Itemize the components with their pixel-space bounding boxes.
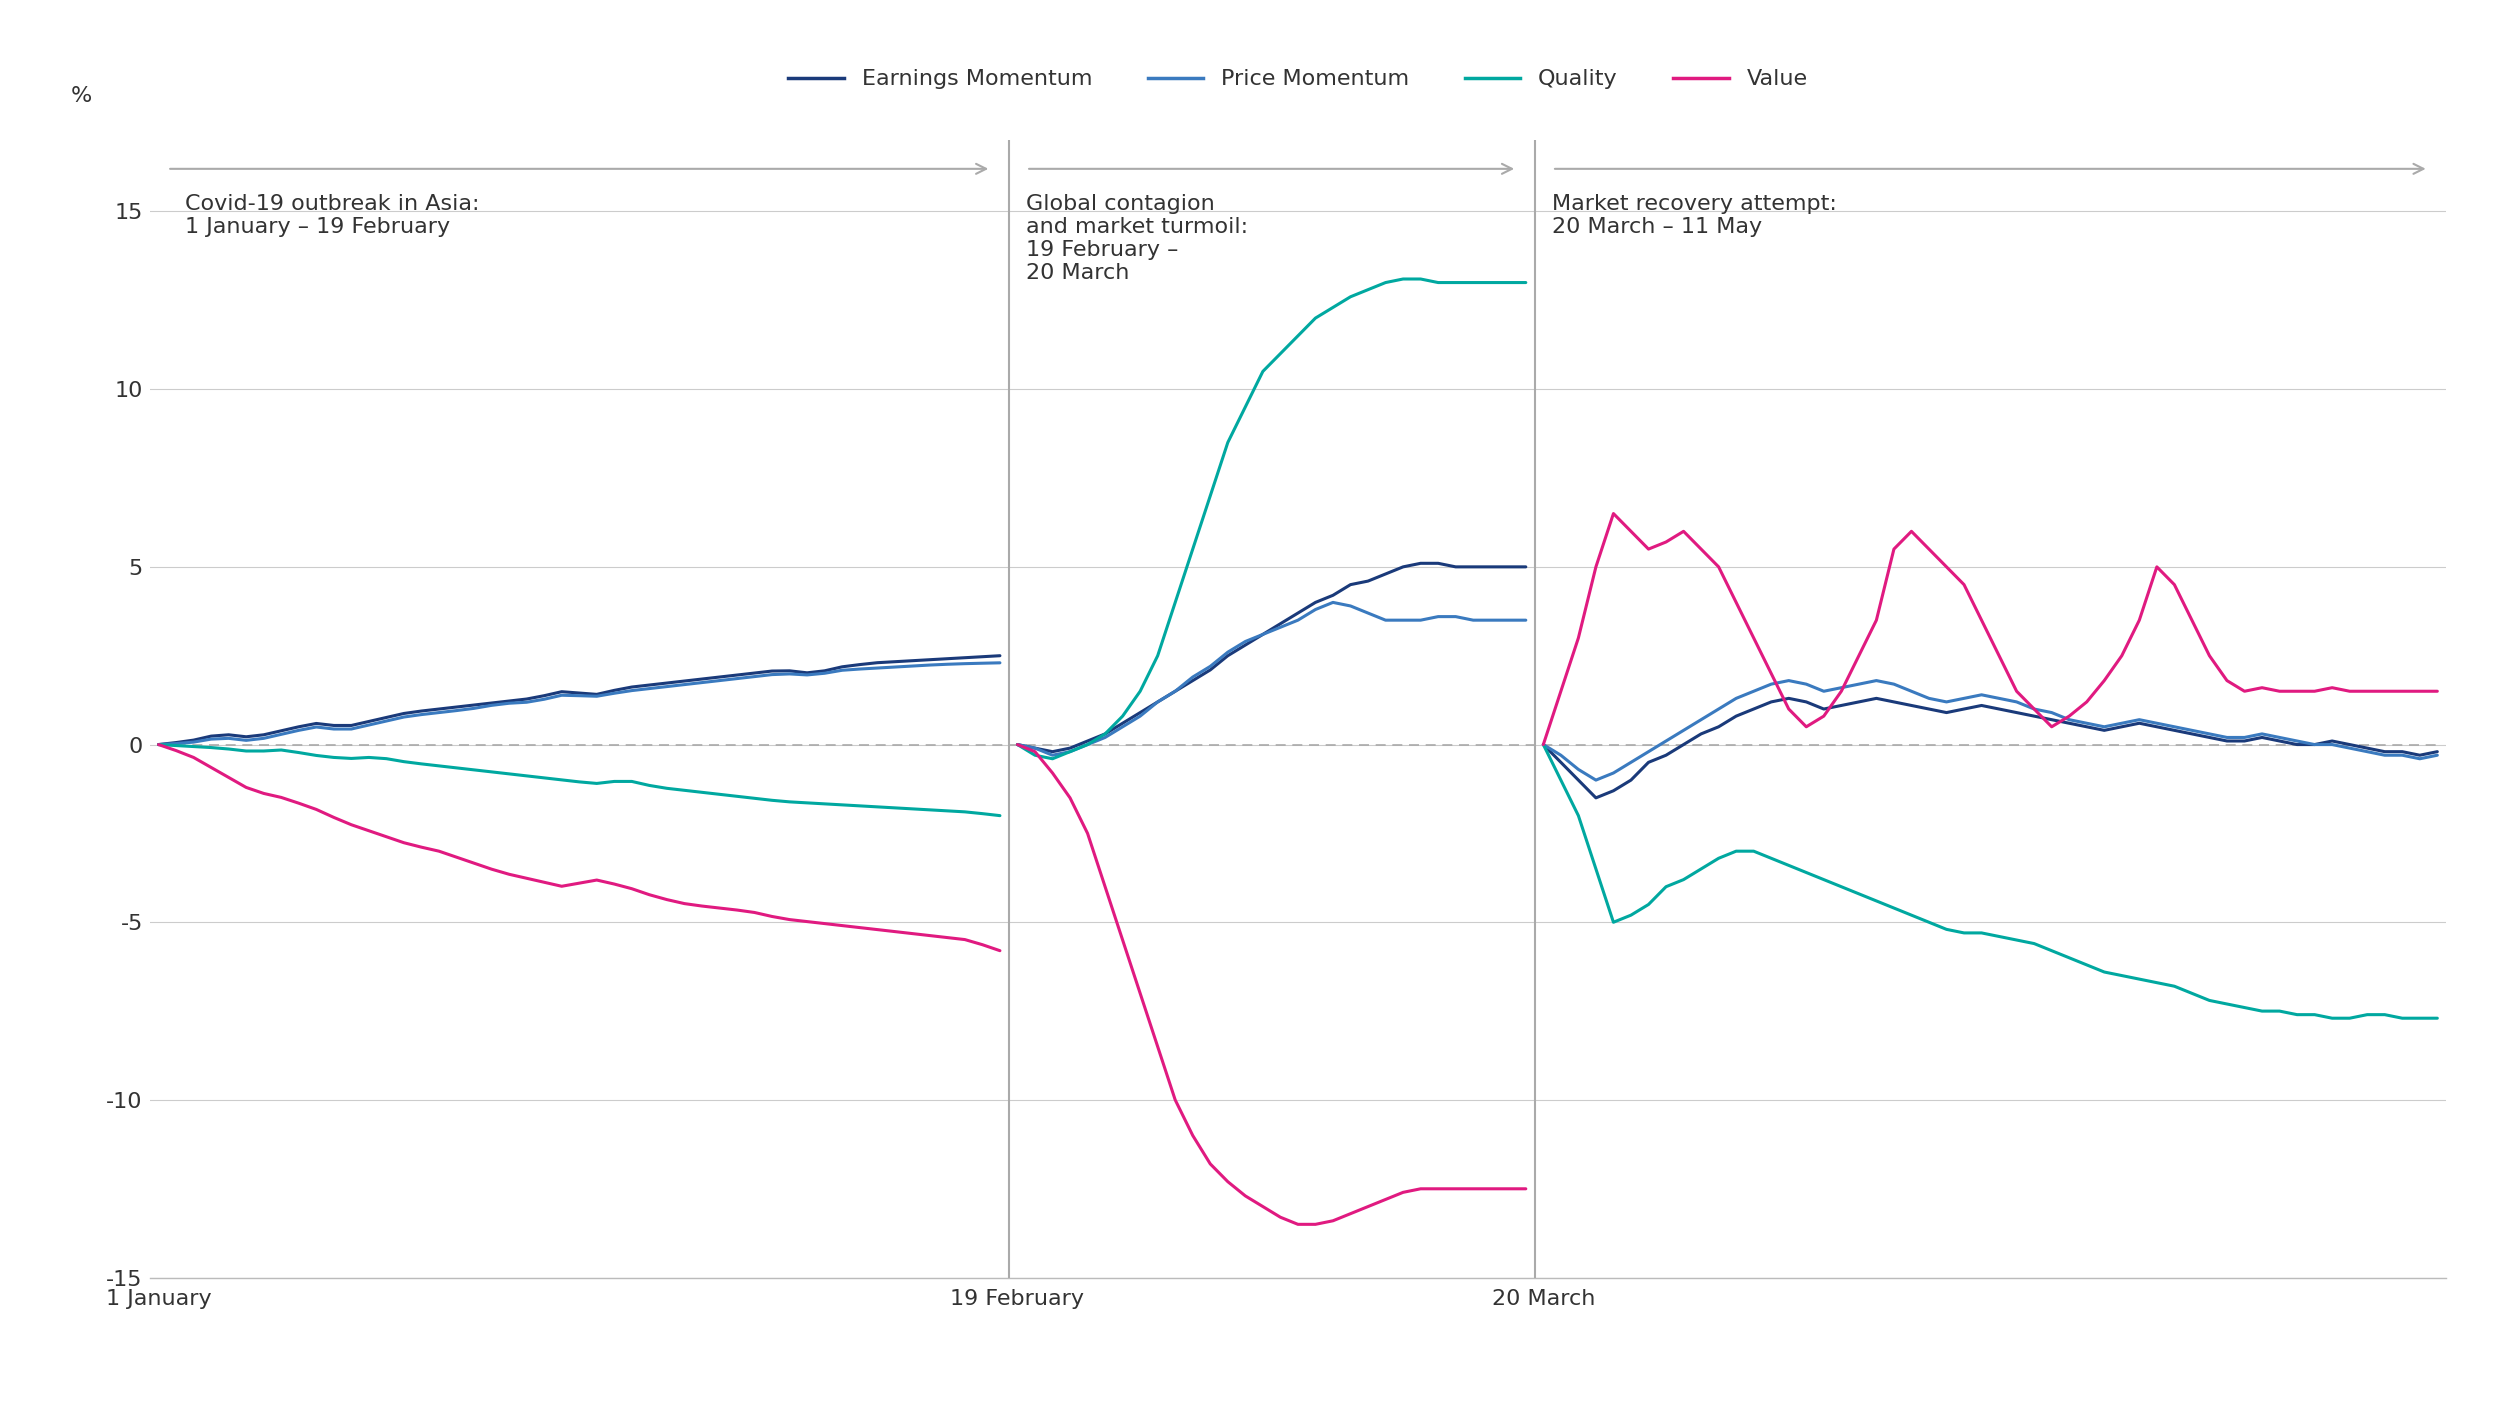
Text: %: %: [70, 86, 92, 107]
Text: Market recovery attempt:
20 March – 11 May: Market recovery attempt: 20 March – 11 M…: [1553, 194, 1837, 237]
Text: Covid-19 outbreak in Asia:
1 January – 19 February: Covid-19 outbreak in Asia: 1 January – 1…: [185, 194, 479, 237]
Text: Global contagion
and market turmoil:
19 February –
20 March: Global contagion and market turmoil: 19 …: [1026, 194, 1248, 284]
Legend: Earnings Momentum, Price Momentum, Quality, Value: Earnings Momentum, Price Momentum, Quali…: [779, 60, 1817, 98]
